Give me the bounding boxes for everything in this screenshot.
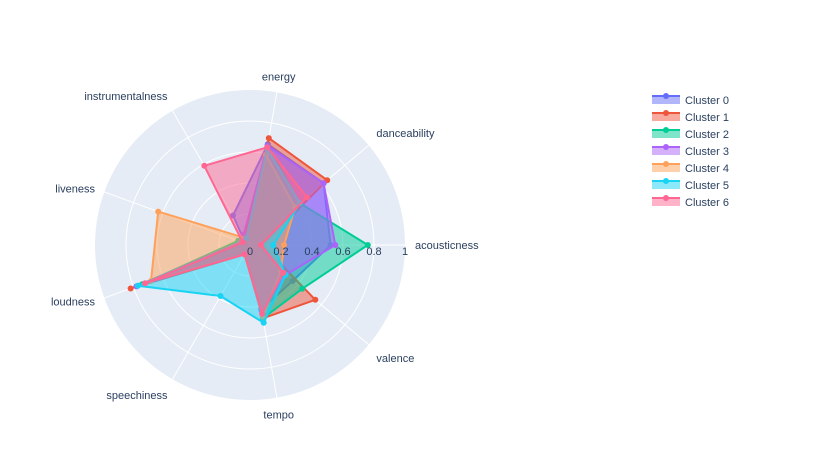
data-point-loudness[interactable]	[142, 280, 149, 287]
radial-tick-label: 0.8	[366, 246, 381, 258]
legend-swatch	[652, 198, 680, 206]
legend-label: Cluster 2	[685, 129, 729, 141]
data-point-acousticness[interactable]	[281, 242, 288, 248]
radial-tick-label: 0.2	[273, 246, 288, 258]
data-point-valence[interactable]	[312, 296, 319, 303]
data-point-acousticness[interactable]	[270, 242, 277, 248]
data-point-valence[interactable]	[299, 285, 306, 292]
data-point-loudness[interactable]	[127, 285, 134, 292]
legend-swatch	[652, 164, 680, 172]
legend-swatch	[652, 181, 680, 189]
data-point-acousticness[interactable]	[364, 242, 371, 248]
axis-label-valence: valence	[376, 353, 414, 365]
legend-item-cluster-0[interactable]: Cluster 0	[652, 93, 729, 107]
legend-label: Cluster 0	[685, 95, 729, 107]
legend-marker	[663, 178, 669, 184]
legend-label: Cluster 3	[685, 146, 729, 158]
legend[interactable]: Cluster 0 Cluster 1 Cluster 2 Cluster 3 Clus…	[652, 93, 729, 209]
radial-tick-label: 0.4	[304, 246, 319, 258]
legend-swatch	[652, 147, 680, 155]
data-point-danceability[interactable]	[320, 180, 327, 187]
data-point-liveness[interactable]	[155, 208, 162, 215]
data-point-tempo[interactable]	[260, 319, 267, 326]
axis-label-speechiness: speechiness	[106, 390, 168, 402]
data-point-energy[interactable]	[265, 135, 272, 142]
legend-marker	[663, 93, 669, 99]
data-point-acousticness[interactable]	[332, 242, 339, 248]
data-point-energy[interactable]	[264, 144, 271, 151]
legend-item-cluster-3[interactable]: Cluster 3	[652, 144, 729, 158]
axis-label-acousticness: acousticness	[415, 240, 479, 252]
legend-label: Cluster 4	[685, 163, 729, 175]
data-point-liveness[interactable]	[239, 239, 246, 246]
axis-label-liveness: liveness	[55, 184, 95, 196]
legend-item-cluster-1[interactable]: Cluster 1	[652, 110, 729, 124]
data-point-speechiness[interactable]	[217, 293, 224, 299]
legend-marker	[663, 110, 669, 116]
series-layer	[127, 135, 371, 326]
data-point-loudness[interactable]	[134, 282, 141, 289]
data-point-instrumentalness[interactable]	[201, 162, 208, 169]
series-area	[144, 146, 308, 315]
legend-marker	[663, 195, 669, 201]
radial-tick-label: 1	[402, 246, 408, 258]
legend-item-cluster-5[interactable]: Cluster 5	[652, 178, 729, 192]
axis-label-tempo: tempo	[263, 410, 294, 422]
legend-item-cluster-2[interactable]: Cluster 2	[652, 127, 729, 141]
legend-marker	[663, 161, 669, 167]
data-point-valence[interactable]	[280, 269, 287, 276]
data-point-acousticness[interactable]	[257, 242, 264, 248]
data-point-danceability[interactable]	[304, 194, 310, 201]
axis-label-loudness: loudness	[51, 296, 96, 308]
data-point-tempo[interactable]	[259, 310, 266, 317]
data-point-speechiness[interactable]	[241, 251, 248, 258]
legend-label: Cluster 1	[685, 112, 729, 124]
legend-marker	[663, 127, 669, 133]
legend-marker	[663, 144, 669, 150]
radial-tick-label: 0	[247, 246, 253, 258]
legend-label: Cluster 5	[685, 180, 729, 192]
axis-label-energy: energy	[262, 72, 296, 84]
legend-label: Cluster 6	[685, 197, 729, 209]
axis-label-danceability: danceability	[376, 128, 435, 140]
legend-swatch	[652, 130, 680, 138]
axis-label-instrumentalness: instrumentalness	[84, 91, 168, 103]
axis-labels: 0 0.2 0.4 0.6 0.8 1 acousticness danceability en…	[51, 72, 479, 422]
radial-tick-label: 0.6	[335, 246, 350, 258]
legend-swatch	[652, 113, 680, 121]
legend-item-cluster-4[interactable]: Cluster 4	[652, 161, 729, 175]
legend-swatch	[652, 96, 680, 104]
legend-item-cluster-6[interactable]: Cluster 6	[652, 195, 729, 209]
series-cluster-6	[142, 144, 310, 317]
